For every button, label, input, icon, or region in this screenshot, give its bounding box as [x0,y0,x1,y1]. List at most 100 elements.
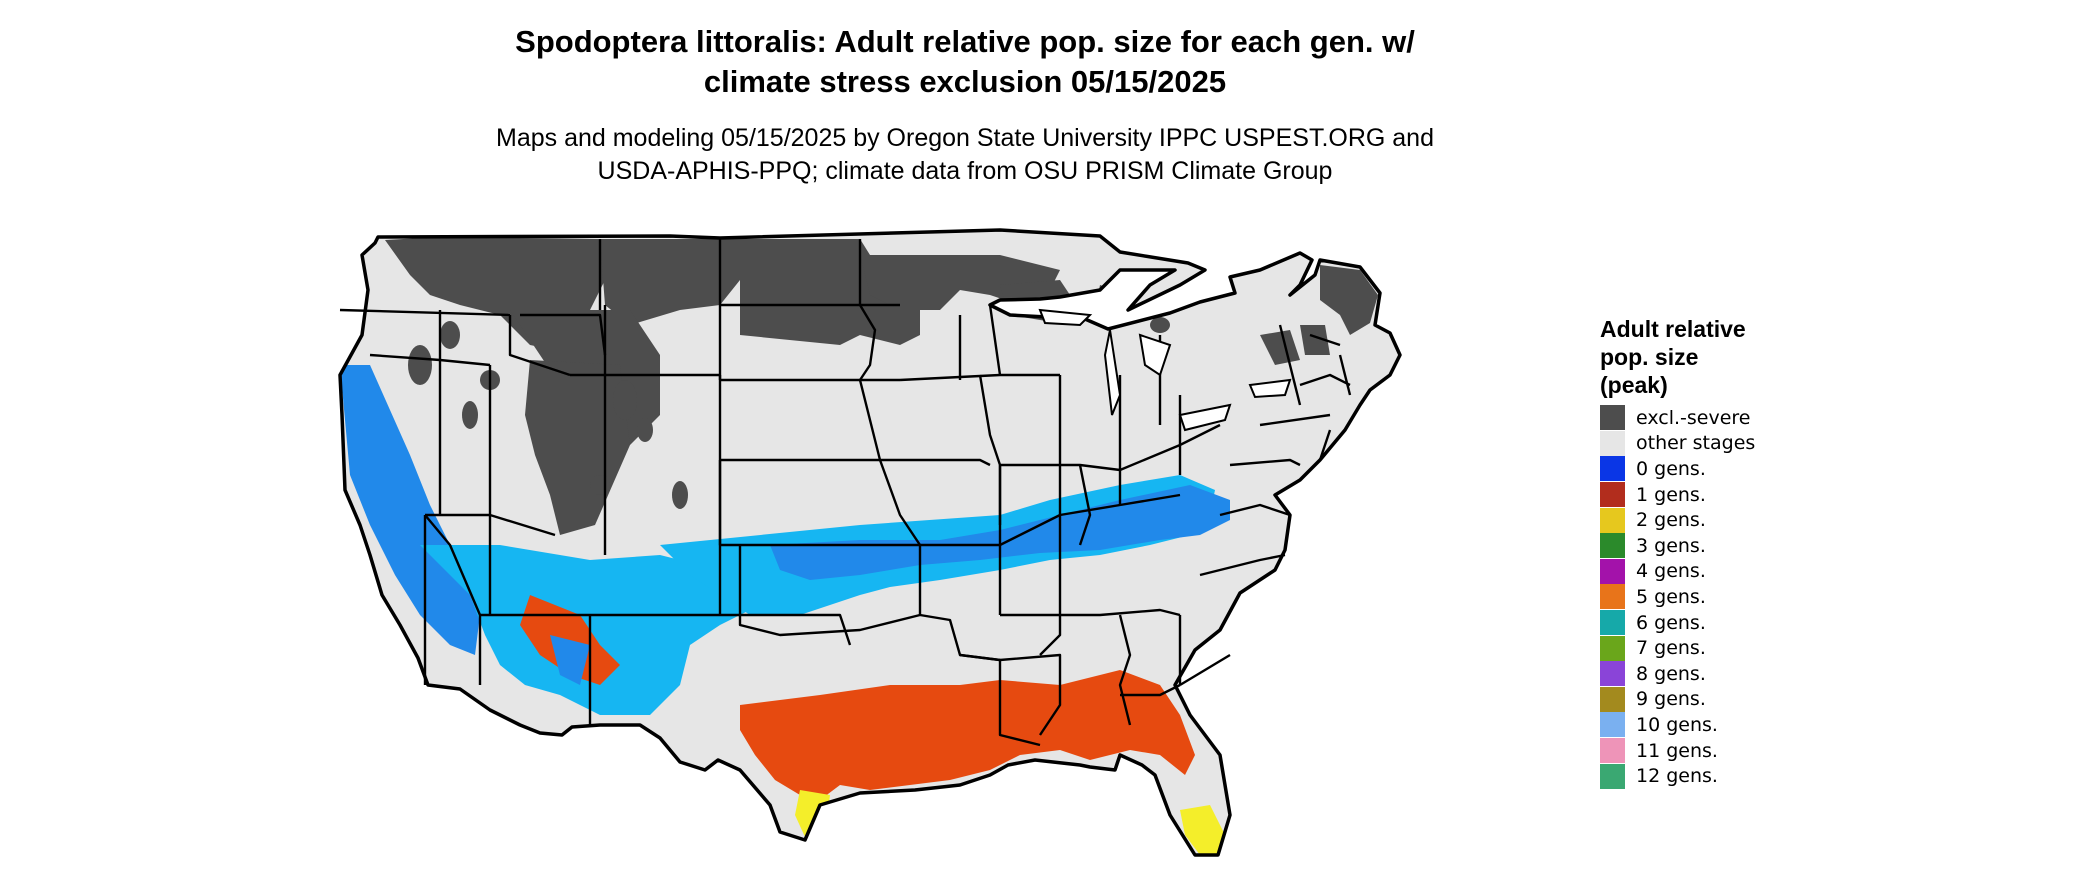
excluded-speck [408,345,432,385]
state-border [1078,464,1092,546]
legend-item: 7 gens. [1600,635,1840,661]
excluded-speck [462,401,478,429]
legend-swatch [1600,482,1625,508]
legend-swatch [1600,456,1625,482]
legend-swatch [1600,507,1625,533]
state-border [1318,429,1332,461]
region-fill [550,635,590,685]
legend-swatch [1600,533,1625,559]
legend-swatch [1600,763,1625,789]
legend-label: 9 gens. [1636,688,1706,711]
legend-label: 5 gens. [1636,585,1706,608]
state-border [508,315,571,377]
legend-label: 11 gens. [1636,739,1718,762]
legend-label: excl.-severe [1636,406,1751,429]
lake [1038,308,1093,327]
subtitle-line-2: USDA-APHIS-PPQ; climate data from OSU PR… [597,157,1333,185]
legend-title-line-2: pop. size [1600,344,1699,370]
legend-label: 12 gens. [1636,765,1718,788]
legend-swatch [1600,610,1625,636]
excluded-speck [590,475,610,495]
legend-title-line-1: Adult relative [1600,316,1746,342]
state-border [1039,545,1062,656]
us-outline [338,228,1402,857]
region-fill [740,670,1195,800]
legend-title: Adult relative pop. size (peak) [1600,315,1840,399]
state-border [424,514,482,685]
state-border [1299,373,1351,387]
state-border [1309,333,1341,347]
excluded-zone [600,239,740,325]
excluded-speck [672,481,688,509]
state-border [1229,458,1301,467]
excluded-speck [440,321,460,349]
state-border [988,304,1002,376]
lake [1178,403,1232,432]
lake [1103,329,1122,416]
excluded-zone [1260,330,1300,365]
state-border [720,613,852,646]
state-border [1219,503,1291,517]
region-fill [1180,805,1225,855]
legend-swatch [1600,558,1625,584]
legend-title-line-3: (peak) [1600,372,1668,398]
state-border [1259,413,1331,427]
state-border [1000,608,1181,617]
legend-label: 7 gens. [1636,637,1706,660]
legend-item: 8 gens. [1600,661,1840,687]
legend-swatch [1600,405,1625,431]
legend-item: 5 gens. [1600,584,1840,610]
state-border [738,545,921,637]
state-border [1278,324,1302,406]
legend-label: 3 gens. [1636,534,1706,557]
excluded-speck [1150,317,1170,333]
legend-label: other stages [1636,432,1756,455]
legend-label: 1 gens. [1636,483,1706,506]
legend-item: 1 gens. [1600,482,1840,508]
state-border [959,653,1041,747]
legend-item: 9 gens. [1600,686,1840,713]
legend-swatch [1600,430,1625,456]
excluded-zone [1320,265,1378,335]
legend-label: 6 gens. [1636,611,1706,634]
state-border [1199,553,1286,577]
legend-label: 8 gens. [1636,662,1706,685]
legend-label: 10 gens. [1636,713,1718,736]
lake [1138,333,1172,377]
legend-item: 6 gens. [1600,610,1840,636]
title-line-2: climate stress exclusion 05/15/2025 [703,64,1227,99]
state-border [878,459,922,615]
map-subtitle: Maps and modeling 05/15/2025 by Oregon S… [0,122,1930,188]
legend-label: 4 gens. [1636,560,1706,583]
legend-item: excl.-severe [1600,405,1840,431]
excluded-speck [613,380,637,420]
legend-item: 12 gens. [1600,763,1840,789]
legend-swatch [1600,584,1625,610]
legend-label: 2 gens. [1636,509,1706,532]
state-border [520,313,607,356]
legend-swatch [1600,686,1625,712]
legend-swatch [1600,712,1625,738]
state-border [858,304,877,381]
legend-item: 0 gens. [1600,456,1840,482]
legend-item: 2 gens. [1600,507,1840,533]
subtitle-line-1: Maps and modeling 05/15/2025 by Oregon S… [496,124,1434,152]
legend-swatch [1600,661,1625,687]
legend-item: 3 gens. [1600,533,1840,559]
legend-items: excl.-severe other stages 0 gens. 1 gens. 2 … [1600,405,1840,789]
title-line-1: Spodoptera littoralis: Adult relative po… [515,24,1415,59]
legend-label: 0 gens. [1636,457,1706,480]
state-border [1118,614,1132,726]
legend-swatch [1600,635,1625,661]
legend-swatch [1600,738,1625,764]
us-map [338,228,1402,857]
legend-item: 4 gens. [1600,558,1840,585]
state-border [900,458,991,467]
excluded-zone [1300,325,1330,355]
region-fill [340,365,480,655]
map-title: Spodoptera littoralis: Adult relative po… [0,22,1930,102]
state-border [1120,683,1181,697]
legend-item: 11 gens. [1600,738,1840,764]
lake [1248,378,1292,399]
legend-item: 10 gens. [1600,712,1840,738]
